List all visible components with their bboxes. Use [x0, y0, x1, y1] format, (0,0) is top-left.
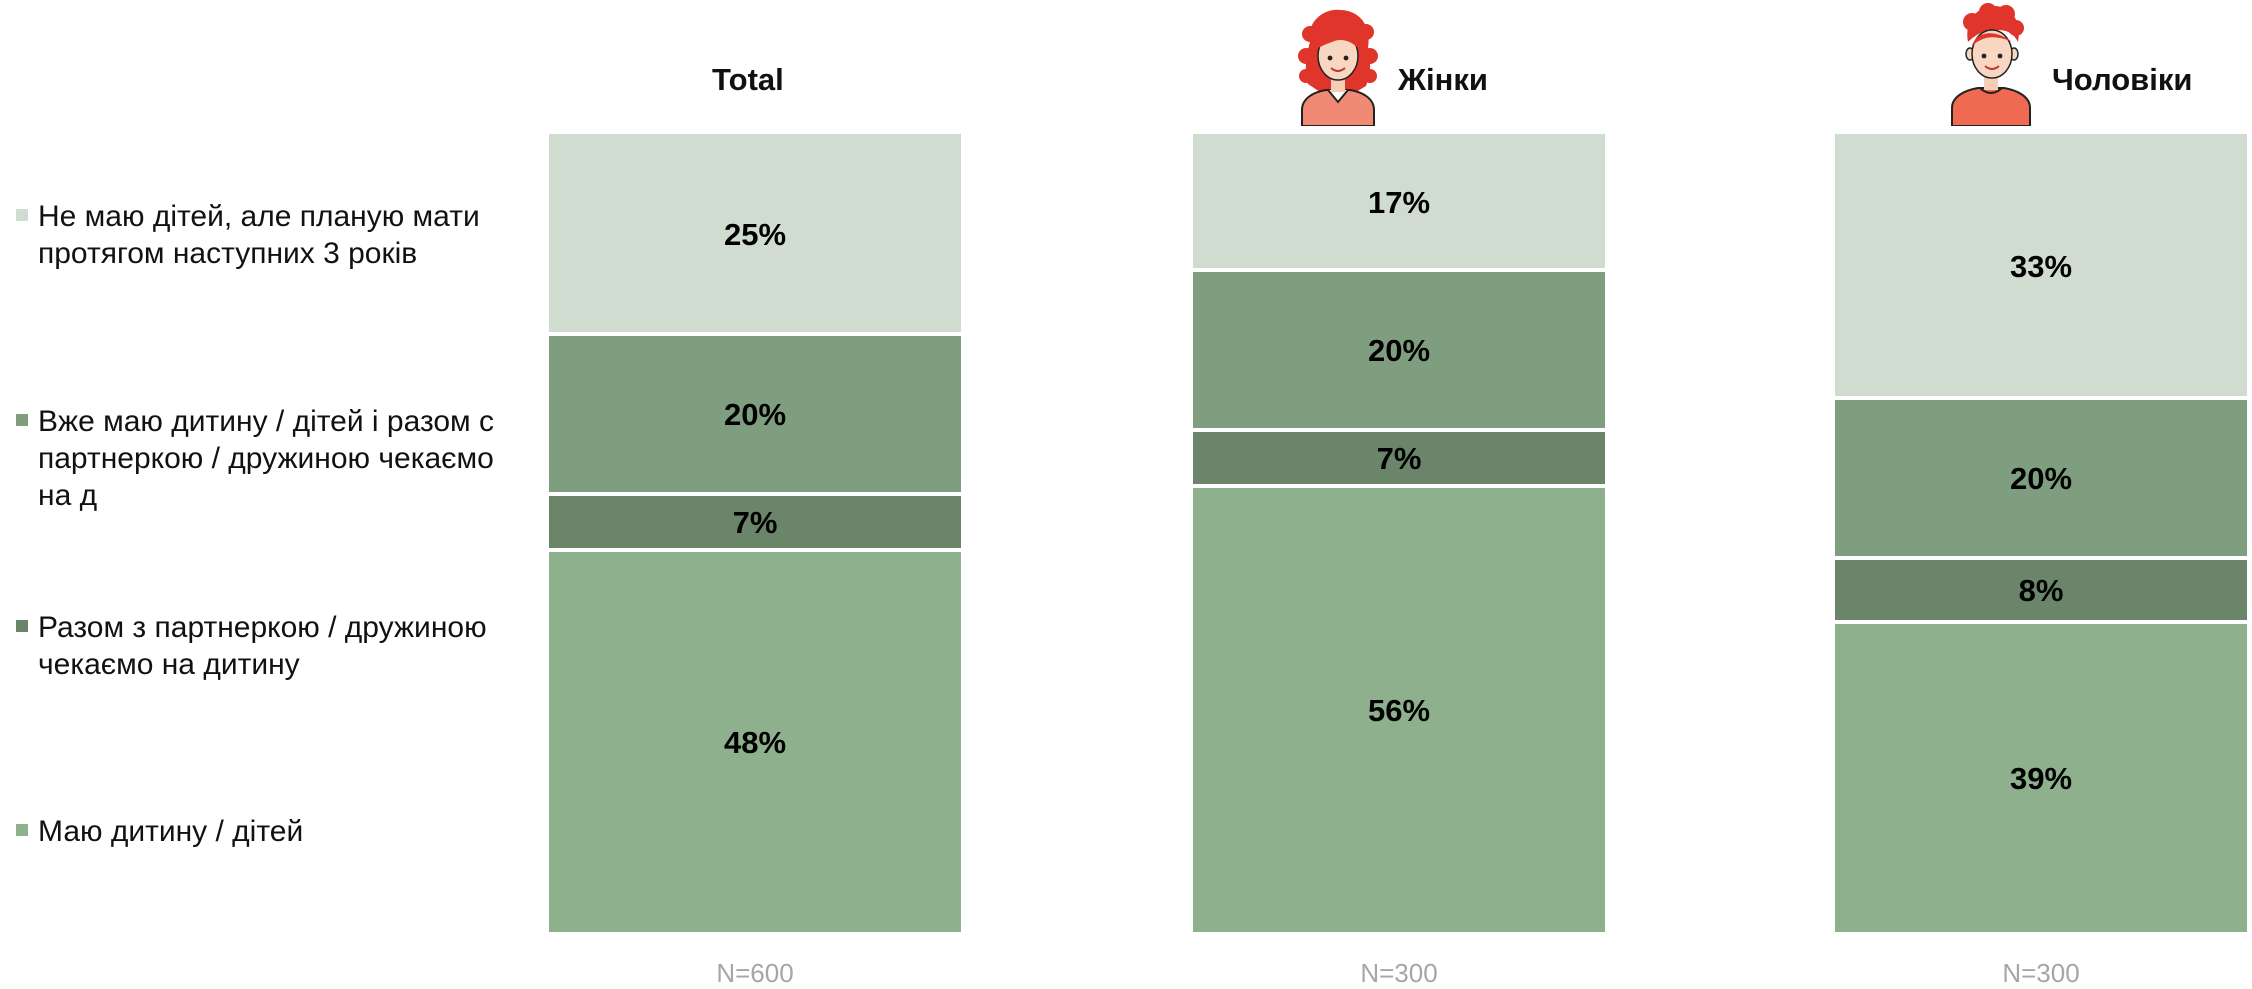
data-label-expecting: 7%	[1377, 441, 1422, 476]
legend-label: Не маю дітей, але планую мати протягом н…	[38, 200, 480, 270]
column-title-men: Чоловіки	[2052, 62, 2193, 97]
legend-item-have-children: Маю дитину / дітей	[16, 813, 506, 850]
legend-item-expecting: Разом з партнеркою / дружиною чекаємо на…	[16, 609, 506, 683]
legend-label: Вже маю дитину / дітей і разом с партнер…	[38, 405, 495, 512]
bar-segment-have_and_expecting	[1193, 272, 1605, 428]
column-title-total: Total	[712, 62, 784, 97]
bar-segment-expecting	[549, 496, 961, 548]
bar-segment-planning	[549, 134, 961, 332]
data-label-expecting: 7%	[733, 505, 778, 540]
data-label-planning: 17%	[1368, 185, 1430, 220]
bar-segment-have_and_expecting	[549, 336, 961, 492]
data-label-have_children: 39%	[2010, 761, 2072, 796]
bar-segment-expecting	[1193, 432, 1605, 484]
data-label-expecting: 8%	[2019, 573, 2064, 608]
legend-label: Маю дитину / дітей	[38, 815, 304, 848]
sample-size-men: N=300	[2002, 958, 2080, 988]
data-label-have_children: 48%	[724, 725, 786, 760]
column-title-women: Жінки	[1398, 62, 1488, 97]
bar-segment-have_children	[549, 552, 961, 932]
legend-item-planning: Не маю дітей, але планую мати протягом н…	[16, 198, 506, 272]
data-label-have_and_expecting: 20%	[1368, 333, 1430, 368]
legend-swatch	[16, 620, 28, 632]
legend-swatch	[16, 209, 28, 221]
legend-swatch	[16, 824, 28, 836]
bar-segment-have_children	[1835, 624, 2247, 932]
bar-segment-have_children	[1193, 488, 1605, 932]
legend-swatch	[16, 414, 28, 426]
bar-segment-planning	[1193, 134, 1605, 268]
bar-segment-have_and_expecting	[1835, 400, 2247, 556]
legend-item-have-and-expecting: Вже маю дитину / дітей і разом с партнер…	[16, 403, 506, 514]
data-label-planning: 25%	[724, 217, 786, 252]
woman-avatar-icon	[1298, 9, 1378, 126]
legend-label: Разом з партнеркою / дружиною чекаємо на…	[38, 611, 487, 681]
man-avatar-icon	[1951, 3, 2031, 126]
sample-size-women: N=300	[1360, 958, 1438, 988]
bar-segment-expecting	[1835, 560, 2247, 620]
sample-size-total: N=600	[716, 958, 794, 988]
data-label-planning: 33%	[2010, 249, 2072, 284]
data-label-have_and_expecting: 20%	[724, 397, 786, 432]
data-label-have_and_expecting: 20%	[2010, 461, 2072, 496]
bar-segment-planning	[1835, 134, 2247, 396]
data-label-have_children: 56%	[1368, 693, 1430, 728]
